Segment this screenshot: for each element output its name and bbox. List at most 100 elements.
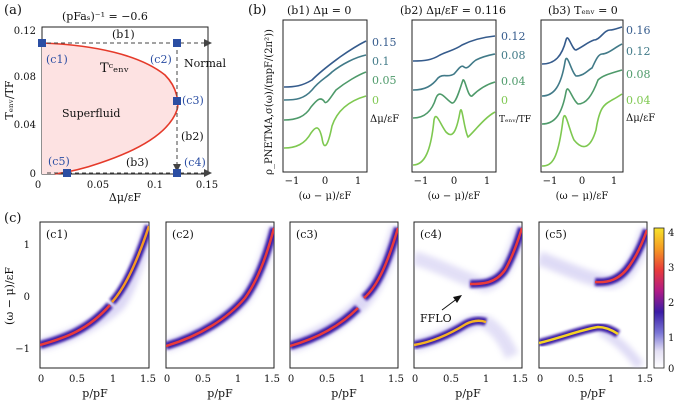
spectral-c4-xtick-1: 0.5: [443, 374, 459, 385]
dos-b2-xtick-0: −1: [414, 176, 429, 187]
spectral-c1-title: (c1): [46, 228, 68, 241]
spectral-c4-xtick-0: 0: [412, 374, 418, 385]
spectral-c5-frame: [538, 221, 648, 369]
dos-b2-legend-2: 0.04: [501, 75, 526, 88]
spectral-c1-xtick-2: 1: [110, 374, 116, 385]
spectral-c3-xtick-1: 0.5: [319, 374, 335, 385]
phase-ytick-2: 0.08: [14, 72, 36, 83]
dos-b2-curve-0.08: [412, 53, 496, 91]
spectral-c3-lower-branch: [290, 307, 359, 348]
dos-b2-curve-0.04: [412, 79, 496, 119]
spectral-c4-xtick-3: 1.5: [512, 374, 528, 385]
spectral-c3-xtick-0: 0: [288, 374, 294, 385]
spectral-c4-lower-branch: [414, 319, 487, 347]
spectral-c2-branch: [166, 227, 274, 348]
point-c1-marker: [38, 39, 46, 47]
dos-b3-frame: [540, 19, 624, 173]
dos-b1-curve-0.15: [283, 40, 367, 88]
path-b2-label: (b2): [181, 130, 204, 143]
dos-b1-legend-3: 0: [372, 94, 379, 107]
path-b3-label: (b3): [126, 156, 149, 169]
dos-b1-curve-0.05: [283, 71, 367, 121]
spectral-c1-xlabel: p/pF: [82, 387, 108, 400]
point-c2-marker: [173, 39, 181, 47]
dos-b1-curve-0.1: [283, 54, 367, 101]
spectral-panel-c4: (c4) FFLO 0 0.5 1 1.5 p/pF: [412, 221, 528, 400]
spectral-c5-xlabel: p/pF: [580, 387, 606, 400]
dos-b1-unit: Δμ/εF: [370, 114, 399, 125]
dos-b3-curve-0.08: [541, 69, 623, 125]
spectral-c5-xtick-1: 0.5: [568, 374, 584, 385]
panel-c-label: (c): [4, 211, 21, 226]
critical-temperature-label: Tᶜₑₙᵥ: [100, 61, 129, 76]
phase-xtick-1: 0.05: [87, 180, 109, 191]
dos-b1-frame: [282, 19, 368, 173]
dos-b3-curve-0.16: [541, 26, 623, 65]
colorbar-tick-4: 4: [668, 228, 674, 239]
dos-b3-legend-2: 0.08: [626, 68, 651, 81]
point-c3-label: (c3): [182, 94, 204, 107]
point-c1-label: (c1): [46, 53, 68, 66]
spectral-c4-upper-branch: [469, 227, 522, 286]
phase-xtick-0: 0: [35, 180, 41, 191]
spectral-ytick-1: 1: [24, 240, 30, 251]
phase-ytick-0: 0: [30, 169, 36, 180]
colorbar-tick-3: 3: [668, 263, 674, 274]
colorbar-tick-0: 0: [668, 364, 674, 375]
fflo-arrowhead: [453, 295, 462, 303]
colorbar: 4 3 2 1 0: [653, 227, 674, 375]
dos-b1-xtick-0: −1: [285, 176, 300, 187]
dos-b2-legend-1: 0.08: [501, 49, 526, 62]
dos-b2-legend-3: 0: [501, 94, 508, 107]
phase-xtick-3: 0.15: [196, 180, 218, 191]
spectral-ytick-0: 0: [24, 292, 30, 303]
path-b3-arrowhead: [204, 169, 212, 177]
phase-ytick-1: 0.04: [14, 120, 36, 131]
spectral-c3-xtick-3: 1.5: [388, 374, 404, 385]
dos-b3-legend-1: 0.12: [626, 45, 651, 58]
dos-b3-xtick-2: 1: [611, 176, 617, 187]
dos-b1-xtick-2: 1: [355, 176, 361, 187]
point-c4-marker: [173, 169, 181, 177]
phase-diagram: (c1) (c2) (c3) (c4) (c5) (b1) (b2) (b3) …: [3, 26, 226, 204]
dos-b3-legend-3: 0.04: [626, 94, 651, 107]
dos-b2-legend-0: 0.12: [501, 30, 526, 43]
dos-b2-frame: [411, 19, 497, 173]
dos-ylabel: ρ_PNETMA,σ(ω)/(mpF/(2π²)): [264, 29, 275, 175]
spectral-c1-xtick-3: 1.5: [140, 374, 156, 385]
dos-panel-b3: (b3) Tₑₙᵥ = 0 0.16 0.12 0.08 0.04 Δμ/εF …: [540, 4, 655, 202]
dos-b1-title: (b1) Δμ = 0: [287, 4, 351, 17]
point-c3-marker: [173, 97, 181, 105]
spectral-c1-xtick-0: 0: [38, 374, 44, 385]
dos-b3-title: (b3) Tₑₙᵥ = 0: [548, 4, 618, 17]
spectral-c2-xtick-2: 1: [235, 374, 241, 385]
dos-b3-xtick-1: 0: [579, 176, 585, 187]
spectral-c3-xtick-2: 1: [359, 374, 365, 385]
fflo-annotation: FFLO: [420, 312, 452, 325]
dos-b2-unit: Tₑₙᵥ/TF: [499, 115, 531, 125]
dos-b2-curve-0.12: [412, 35, 496, 62]
spectral-c2-title: (c2): [172, 228, 194, 241]
dos-b1-legend-0: 0.15: [372, 36, 397, 49]
superfluid-region: [42, 43, 178, 174]
spectral-panel-c2: (c2) 0 0.5 1 1.5 p/pF: [164, 221, 280, 400]
dos-b1-xtick-1: 0: [322, 176, 328, 187]
spectral-c1-upper-branch: [111, 225, 149, 303]
phase-ylabel: Tₑₙᵥ/TF: [3, 80, 16, 119]
dos-panel-b2: (b2) Δμ/εF = 0.116 0.12 0.08 0.04 0 Tₑₙᵥ…: [400, 4, 531, 202]
spectral-ylabel: (ω − μ)/εF: [3, 267, 16, 325]
spectral-c2-xtick-3: 1.5: [264, 374, 280, 385]
phase-ytick-3: 0.12: [14, 26, 36, 37]
dos-b3-legend-0: 0.16: [626, 24, 651, 37]
dos-b3-xlabel: (ω − μ)/εF: [556, 191, 609, 202]
spectral-c3-xlabel: p/pF: [331, 387, 357, 400]
point-c4-label: (c4): [184, 156, 206, 169]
colorbar-gradient: [653, 227, 665, 369]
spectral-c3-title: (c3): [296, 228, 318, 241]
spectral-c5-xtick-3: 1.5: [637, 374, 653, 385]
spectral-panel-c5: (c5) 0 0.5 1 1.5 p/pF: [537, 221, 653, 400]
panel-a-label: (a): [4, 3, 22, 18]
spectral-c1-xtick-1: 0.5: [69, 374, 85, 385]
spectral-c5-xtick-2: 1: [608, 374, 614, 385]
spectral-ytick-m1: −1: [15, 344, 30, 355]
